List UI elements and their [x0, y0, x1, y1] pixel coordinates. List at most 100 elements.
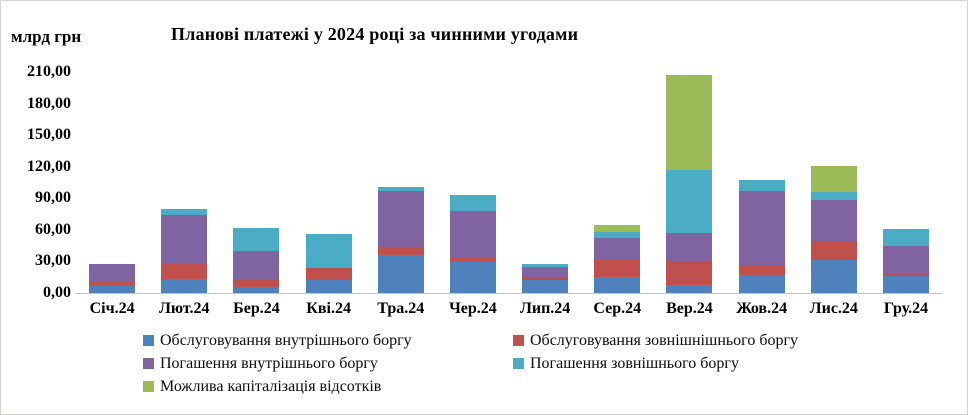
stacked-bar	[449, 195, 496, 293]
bar-segment	[233, 286, 280, 293]
legend-swatch-icon	[143, 358, 154, 369]
legend-item: Обслуговування внутрішнього боргу	[143, 329, 513, 352]
bar-segment	[810, 241, 857, 261]
stacked-bar	[522, 263, 569, 293]
bar-segment	[882, 245, 929, 274]
bar-segment	[882, 276, 929, 293]
bar-segment	[449, 258, 496, 262]
bar-segment	[161, 215, 208, 264]
legend-label: Погашення зовнішнього боргу	[530, 354, 739, 372]
bar-slot-Лют.24	[148, 72, 220, 293]
bar-segment	[738, 264, 785, 276]
bar-segment	[305, 267, 352, 281]
x-category-label: Тра.24	[377, 300, 425, 317]
bar-segment	[882, 273, 929, 277]
y-tick-label: 30,00	[35, 252, 71, 270]
legend-label: Погашення внутрішнього боргу	[160, 354, 378, 372]
x-category-label: Лип.24	[519, 300, 571, 317]
legend-swatch-icon	[513, 358, 524, 369]
bar-segment	[666, 75, 713, 170]
x-category-label: Лис.24	[809, 300, 858, 317]
stacked-bar	[377, 186, 424, 293]
legend-item: Погашення внутрішнього боргу	[143, 352, 513, 375]
bar-segment	[810, 200, 857, 242]
stacked-bar	[233, 227, 280, 293]
bar-segment	[377, 255, 424, 293]
plot-area	[76, 72, 942, 294]
x-category-label: Сер.24	[593, 300, 642, 317]
bar-slot-Січ.24	[76, 72, 148, 293]
stacked-bar	[882, 228, 929, 293]
bar-segment	[738, 180, 785, 191]
bar-segment	[449, 195, 496, 211]
bar-slot-Тра.24	[365, 72, 437, 293]
bar-segment	[522, 263, 569, 267]
bar-segment	[594, 259, 641, 278]
bar-segment	[449, 210, 496, 259]
bar-segment	[810, 165, 857, 193]
bar-segment	[810, 192, 857, 201]
bar-segment	[89, 263, 136, 282]
bar-segment	[522, 277, 569, 281]
bar-segment	[810, 260, 857, 293]
y-axis-tick-labels: 210,00 180,00 150,00 120,00 90,00 60,00 30,00 0…	[5, 63, 71, 301]
y-tick-label: 180,00	[27, 94, 71, 112]
x-category-label: Бер.24	[233, 300, 280, 317]
bar-segment	[233, 280, 280, 287]
x-category-label: Чер.24	[449, 300, 497, 317]
bar-slot-Бер.24	[220, 72, 292, 293]
bar-segment	[233, 227, 280, 251]
stacked-bar	[810, 165, 857, 293]
bar-segment	[449, 261, 496, 293]
x-category-label: Лют.24	[158, 300, 210, 317]
y-axis-unit-label: млрд грн	[11, 27, 82, 46]
bar-slot-Гру.24	[870, 72, 942, 293]
x-axis-category-labels: Січ.24 Лют.24 Бер.24 Кві.24 Тра.24 Чер.24 Лип.…	[76, 300, 942, 318]
stacked-bar	[305, 234, 352, 293]
bar-segment	[305, 280, 352, 293]
y-tick-label: 0,00	[43, 284, 71, 301]
bar-segment	[666, 233, 713, 262]
legend-swatch-icon	[143, 335, 154, 346]
bar-slot-Вер.24	[653, 72, 725, 293]
bar-segment	[161, 208, 208, 216]
bar-slot-Лис.24	[798, 72, 870, 293]
bar-slot-Лип.24	[509, 72, 581, 293]
x-category-label: Жов.24	[736, 300, 788, 317]
bar-slot-Жов.24	[726, 72, 798, 293]
bar-segment	[594, 238, 641, 260]
bar-slot-Чер.24	[437, 72, 509, 293]
bar-segment	[89, 281, 136, 286]
legend-item: Можлива капіталізація відсотків	[143, 375, 513, 398]
x-category-label: Гру.24	[883, 300, 929, 317]
stacked-bar	[594, 224, 641, 293]
x-category-label: Січ.24	[89, 300, 135, 317]
bar-segment	[522, 280, 569, 293]
x-category-label: Вер.24	[666, 300, 713, 317]
chart-legend: Обслуговування внутрішнього боргу Обслуго…	[143, 329, 883, 398]
bar-slot-Сер.24	[581, 72, 653, 293]
bar-segment	[522, 266, 569, 278]
legend-label: Обслуговування зовнішнішнього боргу	[530, 331, 799, 349]
bar-segment	[377, 186, 424, 191]
bar-segment	[377, 190, 424, 247]
legend-swatch-icon	[513, 335, 524, 346]
bar-segment	[161, 279, 208, 293]
stacked-bar	[666, 75, 713, 293]
bar-segment	[305, 234, 352, 268]
y-tick-label: 90,00	[35, 189, 71, 207]
bar-segment	[666, 284, 713, 293]
bar-segment	[666, 169, 713, 234]
bar-segment	[882, 228, 929, 246]
chart-title: Планові платежі у 2024 році за чинними у…	[171, 24, 579, 44]
bar-segment	[738, 190, 785, 265]
legend-item: Погашення зовнішнього боргу	[513, 352, 883, 375]
bar-segment	[89, 285, 136, 293]
legend-item: Обслуговування зовнішнішнього боргу	[513, 329, 883, 352]
legend-label: Обслуговування внутрішнього боргу	[160, 331, 412, 349]
bar-segment	[233, 250, 280, 281]
legend-swatch-icon	[143, 381, 154, 392]
bar-segment	[161, 263, 208, 280]
y-tick-label: 120,00	[27, 157, 71, 175]
